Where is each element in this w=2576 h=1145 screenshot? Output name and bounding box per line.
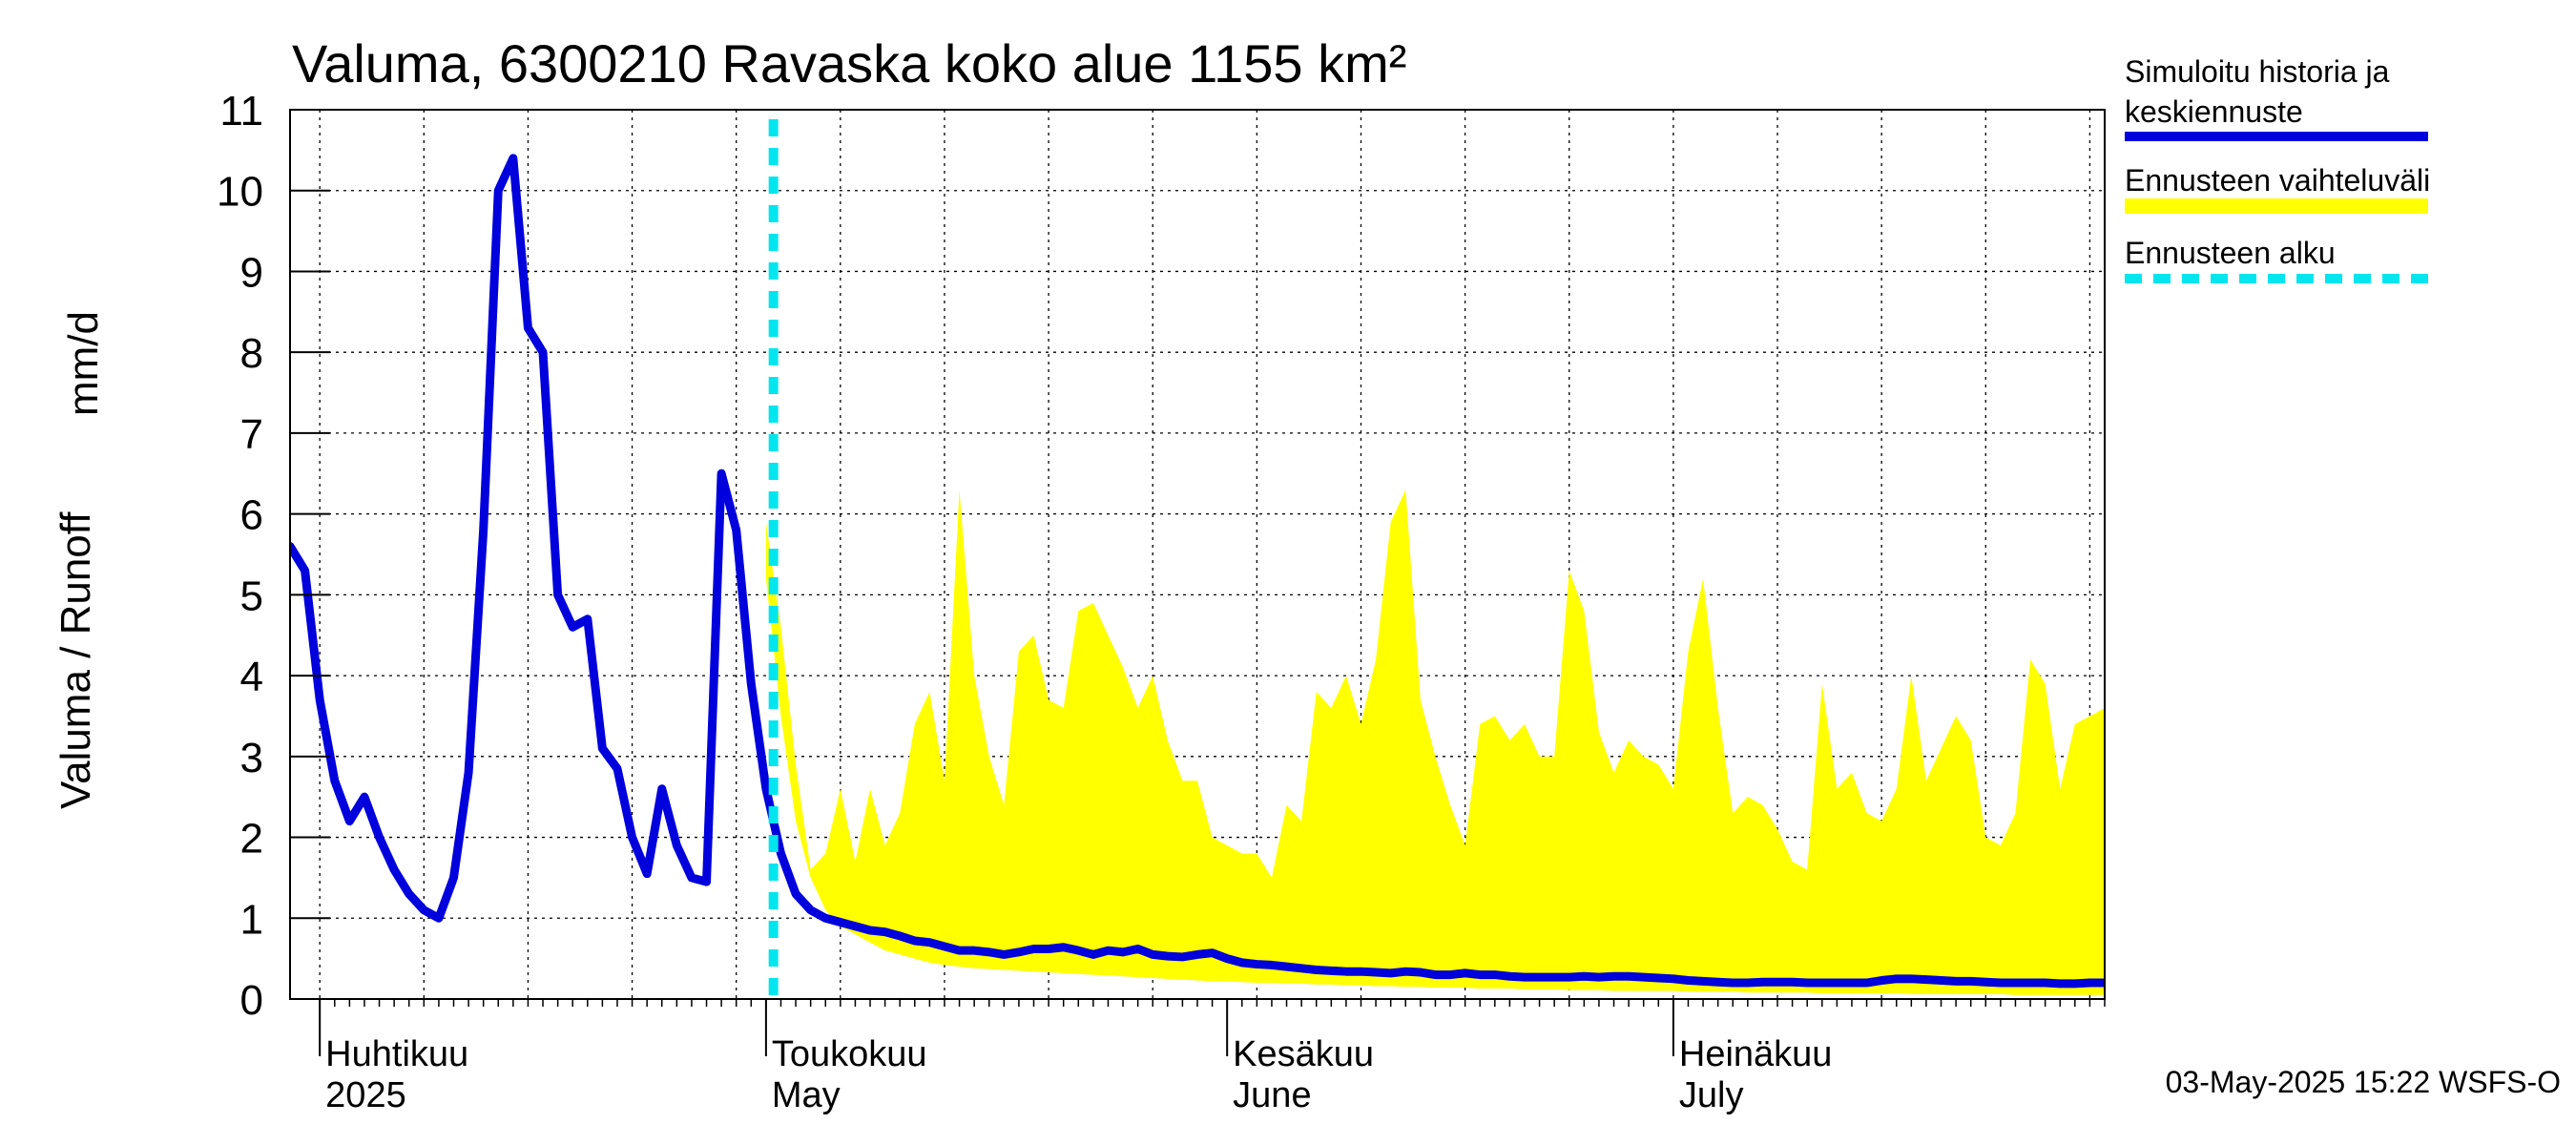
y-tick-label: 7 [240,411,263,458]
range-band-area [765,489,2105,995]
month-label-en: July [1679,1075,1744,1115]
footer-timestamp: 03-May-2025 15:22 WSFS-O [2166,1065,2561,1099]
axes [289,109,2106,1056]
legend-label-history-line1: Simuloitu historia ja [2125,54,2390,89]
legend-label-history-line2: keskiennuste [2125,94,2303,129]
y-tick-label: 8 [240,330,263,377]
series-lines [290,154,2105,989]
month-label-en: June [1233,1075,1311,1115]
chart-title: Valuma, 6300210 Ravaska koko alue 1155 k… [292,33,1406,94]
y-tick-labels: 0 1 2 3 4 5 6 7 8 9 10 11 [217,88,263,1024]
month-label-fi: Kesäkuu [1233,1034,1374,1074]
y-tick-label: 11 [219,88,263,135]
month-label-fi: Huhtikuu [325,1034,468,1074]
forecast-range-band [765,489,2105,995]
y-tick-label: 3 [240,735,263,781]
y-tick-label: 5 [240,572,263,619]
month-label-fi: Toukokuu [772,1034,927,1074]
month-label-en: 2025 [325,1075,406,1115]
y-tick-label: 6 [240,492,263,539]
legend-label-forecast-start: Ennusteen alku [2125,236,2336,270]
y-tick-label: 10 [217,169,263,216]
y-axis-label: Valuma / Runoff [52,511,99,809]
y-tick-label: 2 [240,816,263,863]
month-label-en: May [772,1075,841,1115]
legend-label-range: Ennusteen vaihteluväli [2125,163,2430,198]
y-tick-label: 1 [240,896,263,943]
legend: Simuloitu historia ja keskiennuste Ennus… [2125,54,2430,283]
legend-swatch-range [2125,198,2428,214]
series-line-simulated [290,154,2105,989]
y-tick-label: 0 [240,977,263,1024]
month-label-fi: Heinäkuu [1679,1034,1833,1074]
y-tick-label: 4 [240,654,263,700]
y-axis-unit: mm/d [60,311,107,416]
y-tick-label: 9 [240,249,263,296]
